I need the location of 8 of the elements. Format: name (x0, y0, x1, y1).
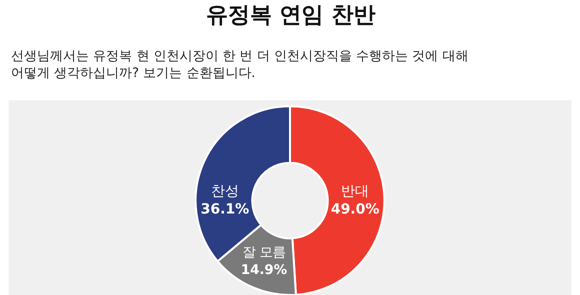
slice-label: 찬성 (210, 184, 239, 200)
slice-label: 잘 모름 (242, 245, 286, 260)
data-label: 49.0% (330, 202, 380, 218)
data-label: 14.9% (240, 262, 288, 278)
chart-subtitle: 선생님께서는 유정복 현 인천시장이 한 번 더 인천시장직을 수행하는 것에 대해 어떻게 생각하십니까? 보기는 순환됩니다. (11, 49, 468, 81)
data-label: 36.1% (200, 202, 250, 218)
chart-title: 유정복 연임 찬반 (206, 3, 376, 28)
slice-label: 반대 (341, 184, 370, 200)
